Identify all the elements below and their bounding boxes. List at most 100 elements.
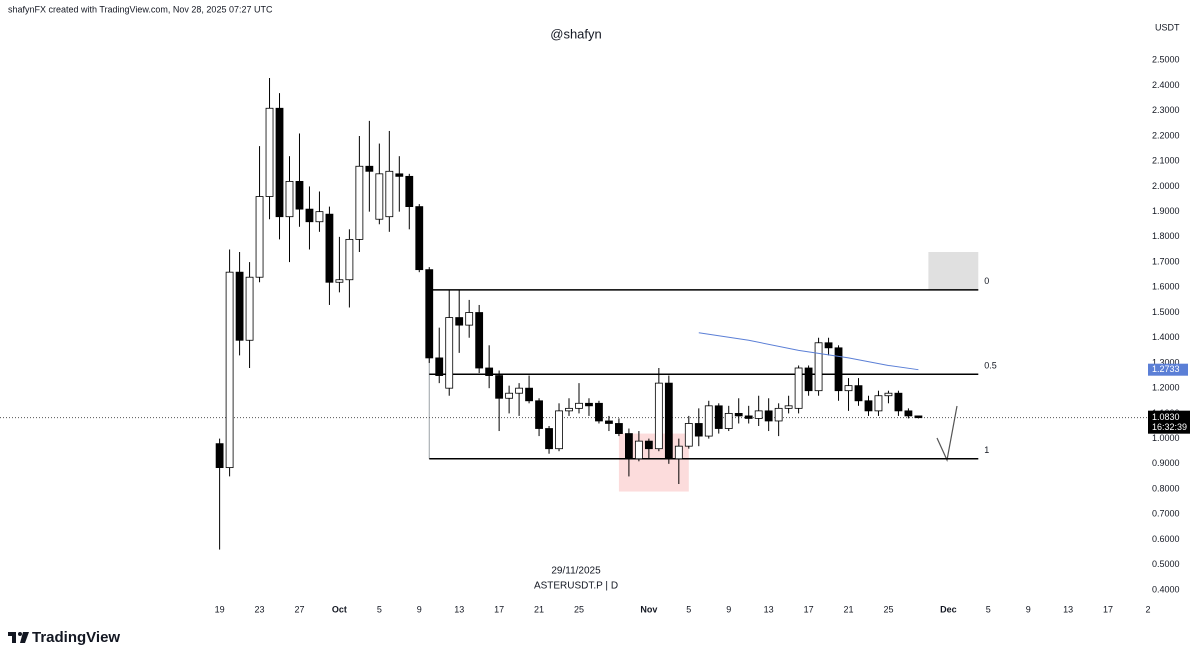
indicator-price-box bbox=[1148, 363, 1188, 376]
candle-body bbox=[714, 405, 723, 429]
logo-part bbox=[18, 632, 22, 636]
date-label: 29/11/2025 bbox=[551, 566, 601, 577]
x-tick-label: 17 bbox=[1103, 604, 1113, 614]
x-tick-label: 21 bbox=[534, 604, 544, 614]
x-tick-label: Nov bbox=[640, 604, 657, 614]
candle-body bbox=[265, 107, 274, 197]
candle-body bbox=[465, 312, 474, 326]
x-tick-label: 13 bbox=[764, 604, 774, 614]
candle-body bbox=[625, 433, 633, 460]
candle-body bbox=[555, 410, 563, 450]
countdown-label: 16:32:39 bbox=[1152, 422, 1187, 432]
candle-body bbox=[814, 342, 823, 392]
x-tick-label: 5 bbox=[377, 604, 382, 614]
candle-body bbox=[764, 410, 773, 422]
candle-body bbox=[345, 238, 354, 281]
candle-body bbox=[255, 196, 264, 278]
x-tick-label: 13 bbox=[1063, 604, 1073, 614]
candle-body bbox=[475, 312, 484, 369]
last-price-label: 1.0830 bbox=[1152, 412, 1180, 422]
y-tick-label: 1.8000 bbox=[1152, 231, 1180, 241]
candle-body bbox=[834, 347, 843, 392]
candle-body bbox=[565, 407, 573, 412]
y-tick-label: 1.7000 bbox=[1152, 256, 1180, 266]
candle-body bbox=[734, 412, 743, 417]
y-tick-label: 0.5000 bbox=[1152, 559, 1180, 569]
y-tick-label: 2.0000 bbox=[1152, 181, 1180, 191]
candle-body bbox=[225, 271, 234, 469]
y-tick-label: 2.3000 bbox=[1152, 105, 1180, 115]
candle-body bbox=[365, 165, 374, 172]
y-tick-label: 1.5000 bbox=[1152, 307, 1180, 317]
level-label: 1 bbox=[984, 445, 989, 455]
candle-body bbox=[455, 317, 464, 326]
candle-body bbox=[794, 367, 803, 409]
y-tick-label: 0.6000 bbox=[1152, 534, 1180, 544]
candle-body bbox=[245, 276, 254, 341]
currency-label: USDT bbox=[1155, 22, 1180, 32]
candle-body bbox=[874, 395, 883, 412]
level-label: 0.5 bbox=[984, 361, 997, 371]
candle-body bbox=[575, 402, 583, 409]
candle-body bbox=[595, 402, 603, 422]
candle-body bbox=[215, 443, 224, 469]
logo-part bbox=[12, 632, 16, 643]
candle-body bbox=[674, 445, 683, 460]
y-tick-label: 1.2000 bbox=[1152, 383, 1180, 393]
candle-body bbox=[295, 180, 304, 210]
drawn-arrow bbox=[936, 405, 958, 462]
candle-body bbox=[724, 412, 733, 429]
y-tick-label: 2.4000 bbox=[1152, 80, 1180, 90]
candle-body bbox=[605, 420, 613, 424]
y-tick-label: 0.9000 bbox=[1152, 458, 1180, 468]
y-tick-label: 2.2000 bbox=[1152, 130, 1180, 140]
candle-body bbox=[774, 407, 783, 422]
candle-body bbox=[495, 375, 504, 399]
chart-title: @shafyn bbox=[550, 26, 602, 41]
indicator-line bbox=[698, 332, 919, 371]
candle-body bbox=[415, 206, 424, 271]
symbol-label: ASTERUSDT.P | D bbox=[534, 581, 618, 592]
header-credit: shafynFX created with TradingView.com, N… bbox=[8, 4, 273, 14]
candle-body bbox=[325, 213, 334, 283]
candle-body bbox=[545, 428, 553, 450]
x-tick-label: 21 bbox=[844, 604, 854, 614]
y-tick-label: 0.8000 bbox=[1152, 483, 1180, 493]
y-tick-label: 0.4000 bbox=[1152, 584, 1180, 594]
candle-body bbox=[664, 382, 673, 460]
candle-body bbox=[585, 402, 593, 407]
candle-body bbox=[525, 387, 533, 402]
candle-body bbox=[445, 317, 454, 389]
level-label: 0 bbox=[984, 276, 989, 286]
x-tick-label: 25 bbox=[883, 604, 893, 614]
candle-body bbox=[505, 392, 514, 399]
brand-name: TradingView bbox=[32, 629, 120, 646]
candle-body bbox=[824, 342, 833, 349]
candle-body bbox=[615, 423, 623, 434]
candle-body bbox=[405, 175, 414, 208]
candle-body bbox=[844, 385, 853, 392]
candle-body bbox=[654, 382, 663, 450]
indicator-price-label: 1.2733 bbox=[1152, 364, 1180, 374]
candle-body bbox=[535, 400, 543, 429]
y-tick-label: 2.1000 bbox=[1152, 156, 1180, 166]
candle-body bbox=[305, 208, 314, 223]
candle-body bbox=[275, 107, 284, 218]
x-tick-label: 25 bbox=[574, 604, 584, 614]
candle-body bbox=[684, 423, 693, 447]
x-tick-label: 5 bbox=[686, 604, 691, 614]
candle-body bbox=[235, 271, 244, 341]
zone bbox=[928, 252, 979, 290]
y-tick-label: 1.3000 bbox=[1152, 357, 1180, 367]
candle-body bbox=[435, 357, 444, 376]
candle-body bbox=[485, 367, 494, 376]
x-tick-label: 27 bbox=[294, 604, 304, 614]
x-tick-label: 9 bbox=[726, 604, 731, 614]
y-tick-label: 0.7000 bbox=[1152, 509, 1180, 519]
candle-body bbox=[634, 440, 643, 460]
candle-body bbox=[694, 423, 703, 437]
x-tick-label: 9 bbox=[417, 604, 422, 614]
candle-body bbox=[425, 269, 434, 359]
